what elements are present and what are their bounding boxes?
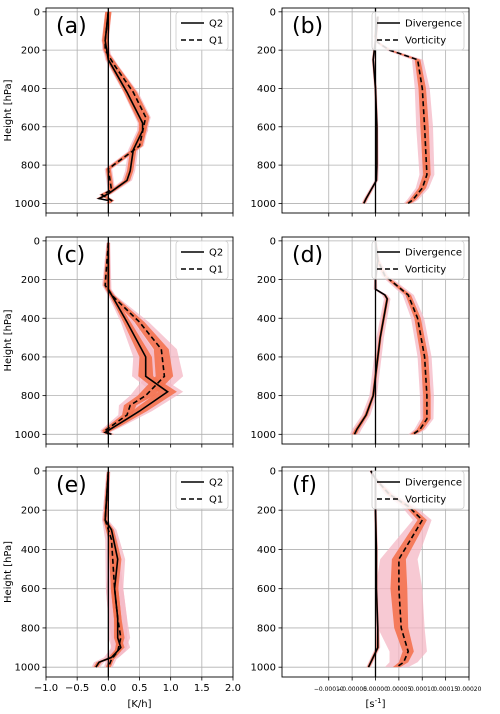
y-tick-label: 200: [21, 275, 40, 286]
y-tick-label: 600: [21, 352, 40, 363]
y-tick-label: 600: [257, 352, 276, 363]
panel-label: (c): [56, 243, 85, 268]
series-line-q1: [100, 11, 147, 204]
y-tick-label: 400: [257, 545, 276, 556]
legend-label-divergence: Divergence: [405, 19, 462, 30]
y-tick-label: 1000: [251, 430, 276, 441]
y-tick-label: 0: [270, 466, 276, 477]
x-tick-label-left: −0.5: [65, 683, 89, 694]
y-tick-label: 200: [257, 46, 276, 57]
y-tick-label: 0: [270, 7, 276, 18]
panel-label: (a): [56, 14, 87, 39]
x-tick-label-right: −0.00010: [314, 686, 344, 693]
legend-label-vorticity: Vorticity: [405, 265, 446, 276]
panel-e: 0 200 400 600 800 1000 Height [hPa] (e) Q2 Q1: [3, 466, 234, 681]
y-tick-label: 400: [21, 314, 40, 325]
panel-label: (d): [292, 243, 323, 268]
legend-label-divergence: Divergence: [405, 248, 462, 259]
legend: Divergence Vorticity: [371, 470, 465, 510]
y-tick-label: 600: [21, 122, 40, 133]
y-tick-label: 600: [21, 584, 40, 595]
legend: Q2 Q1: [175, 240, 229, 280]
panel-b: 0 200 400 600 800 1000 (b) Divergence Vorticity: [251, 7, 470, 217]
x-tick-label-right: −0.00005: [337, 686, 367, 693]
legend-label-q2: Q2: [209, 248, 223, 259]
y-tick-label: 0: [270, 236, 276, 247]
y-tick-label: 800: [21, 391, 40, 402]
legend-label-q2: Q2: [209, 19, 223, 30]
legend-label-q1: Q1: [209, 36, 223, 47]
panel-d: 0 200 400 600 800 1000 (d) Divergence Vorticity: [251, 236, 470, 448]
legend-label-q2: Q2: [209, 478, 223, 489]
y-axis-label: Height [hPa]: [3, 79, 14, 141]
y-tick-label: 600: [257, 584, 276, 595]
legend: Divergence Vorticity: [371, 11, 465, 51]
panel-label: (f): [292, 473, 317, 498]
y-tick-label: 600: [257, 122, 276, 133]
series-line-q2: [103, 242, 169, 436]
x-tick-label-right: 0.00015: [433, 686, 458, 693]
y-tick-label: 1000: [15, 430, 40, 441]
panel-a: 0 200 400 600 800 1000 Height [hPa] (a) Q2 Q1: [3, 7, 234, 217]
x-tick-label-left: 1.5: [194, 683, 210, 694]
y-tick-label: 400: [21, 84, 40, 95]
band-outer-divergence: [349, 240, 391, 435]
y-tick-label: 1000: [251, 663, 276, 674]
band-inner-divergence: [352, 240, 389, 435]
legend-label-vorticity: Vorticity: [405, 36, 446, 47]
panel-label: (b): [292, 14, 323, 39]
y-tick-label: 200: [21, 46, 40, 57]
y-tick-label: 200: [257, 506, 276, 517]
band-inner-vorticity: [374, 16, 431, 204]
legend-label-q1: Q1: [209, 495, 223, 506]
series-line-q1: [104, 471, 122, 668]
y-tick-label: 400: [21, 545, 40, 556]
legend-label-divergence: Divergence: [405, 478, 462, 489]
legend-label-vorticity: Vorticity: [405, 495, 446, 506]
y-tick-label: 1000: [15, 663, 40, 674]
y-tick-label: 0: [34, 7, 40, 18]
y-tick-label: 400: [257, 84, 276, 95]
panel-label: (e): [56, 473, 87, 498]
series-line-q2: [96, 11, 144, 202]
panel-f: 0 200 400 600 800 1000 (f) Divergence Vorticity: [251, 466, 470, 681]
y-axis-label: Height [hPa]: [3, 541, 14, 603]
band-outer-divergence: [361, 16, 380, 204]
x-tick-label-left: 0.5: [132, 683, 148, 694]
x-tick-label-right: 0.00020: [457, 686, 482, 693]
y-tick-label: 800: [21, 623, 40, 634]
y-axis-label: Height [hPa]: [3, 309, 14, 371]
x-tick-label-left: −1.0: [34, 683, 58, 694]
y-tick-label: 800: [21, 161, 40, 172]
y-tick-label: 800: [257, 623, 276, 634]
y-tick-label: 1000: [15, 199, 40, 210]
x-tick-label-left: 1.0: [163, 683, 179, 694]
legend: Divergence Vorticity: [371, 240, 465, 280]
y-tick-label: 800: [257, 391, 276, 402]
x-tick-label-left: 0.0: [100, 683, 116, 694]
legend: Q2 Q1: [175, 11, 229, 51]
y-tick-label: 800: [257, 161, 276, 172]
y-tick-label: 200: [257, 275, 276, 286]
x-axis-label-left: [K/h]: [127, 699, 151, 710]
y-tick-label: 0: [34, 466, 40, 477]
band-inner-vorticity: [374, 240, 431, 435]
band-inner-vorticity: [369, 470, 427, 668]
legend-label-q1: Q1: [209, 265, 223, 276]
panel-c: 0 200 400 600 800 1000 Height [hPa] (c) Q2 Q1: [3, 236, 234, 448]
x-tick-label-right: 0.00005: [386, 686, 411, 693]
x-tick-label-left: 2.0: [225, 683, 241, 694]
x-tick-label-right: 0.00010: [410, 686, 435, 693]
series-line-q1: [104, 242, 166, 435]
y-tick-label: 400: [257, 314, 276, 325]
y-tick-label: 1000: [251, 199, 276, 210]
legend: Q2 Q1: [175, 470, 229, 510]
x-axis-label-right: [s-1]: [365, 697, 385, 710]
y-tick-label: 0: [34, 236, 40, 247]
band-inner-q1: [99, 11, 150, 204]
y-tick-label: 200: [21, 506, 40, 517]
x-tick-label-right: 0.00000: [363, 686, 388, 693]
